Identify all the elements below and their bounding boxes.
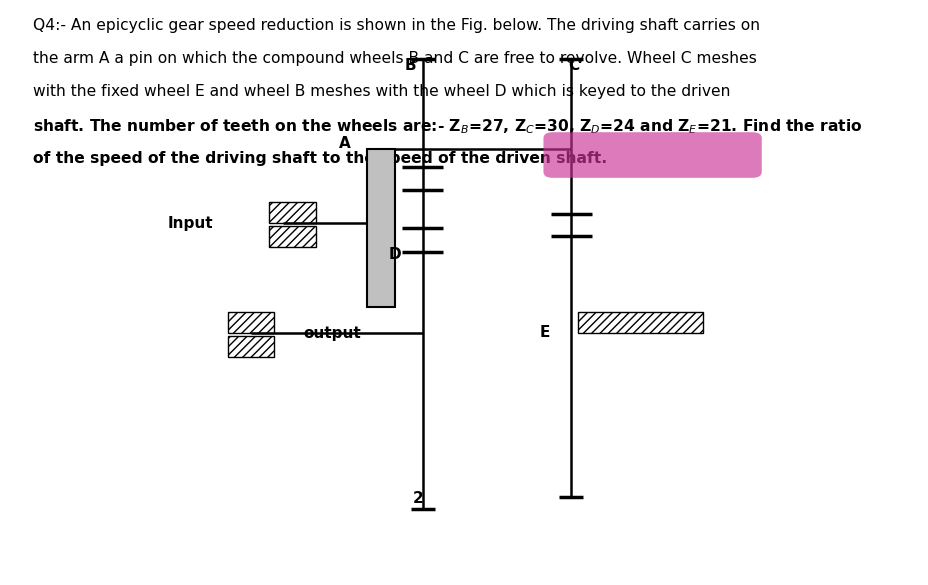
- FancyBboxPatch shape: [543, 132, 761, 178]
- Text: output: output: [303, 326, 361, 341]
- Text: the arm A a pin on which the compound wheels B and C are free to revolve. Wheel : the arm A a pin on which the compound wh…: [32, 51, 755, 66]
- Text: 2: 2: [412, 491, 423, 507]
- Text: B: B: [404, 58, 416, 73]
- Text: Q4:- An epicyclic gear speed reduction is shown in the Fig. below. The driving s: Q4:- An epicyclic gear speed reduction i…: [32, 18, 759, 33]
- Text: C: C: [568, 58, 579, 73]
- Text: D: D: [388, 247, 401, 262]
- Bar: [227, 312, 274, 333]
- Text: shaft. The number of teeth on the wheels are:- Z$_B$=27, Z$_C$=30, Z$_D$=24 and : shaft. The number of teeth on the wheels…: [32, 118, 861, 136]
- Text: with the fixed wheel E and wheel B meshes with the wheel D which is keyed to the: with the fixed wheel E and wheel B meshe…: [32, 84, 729, 99]
- Bar: [227, 336, 274, 357]
- Text: E: E: [539, 325, 549, 340]
- Bar: [269, 226, 316, 247]
- Text: A: A: [339, 136, 351, 151]
- Bar: [577, 312, 702, 333]
- Bar: [269, 202, 316, 223]
- Text: Input: Input: [168, 216, 213, 231]
- Text: of the speed of the driving shaft to the speed of the driven shaft.: of the speed of the driving shaft to the…: [32, 151, 606, 166]
- Bar: [367, 149, 394, 307]
